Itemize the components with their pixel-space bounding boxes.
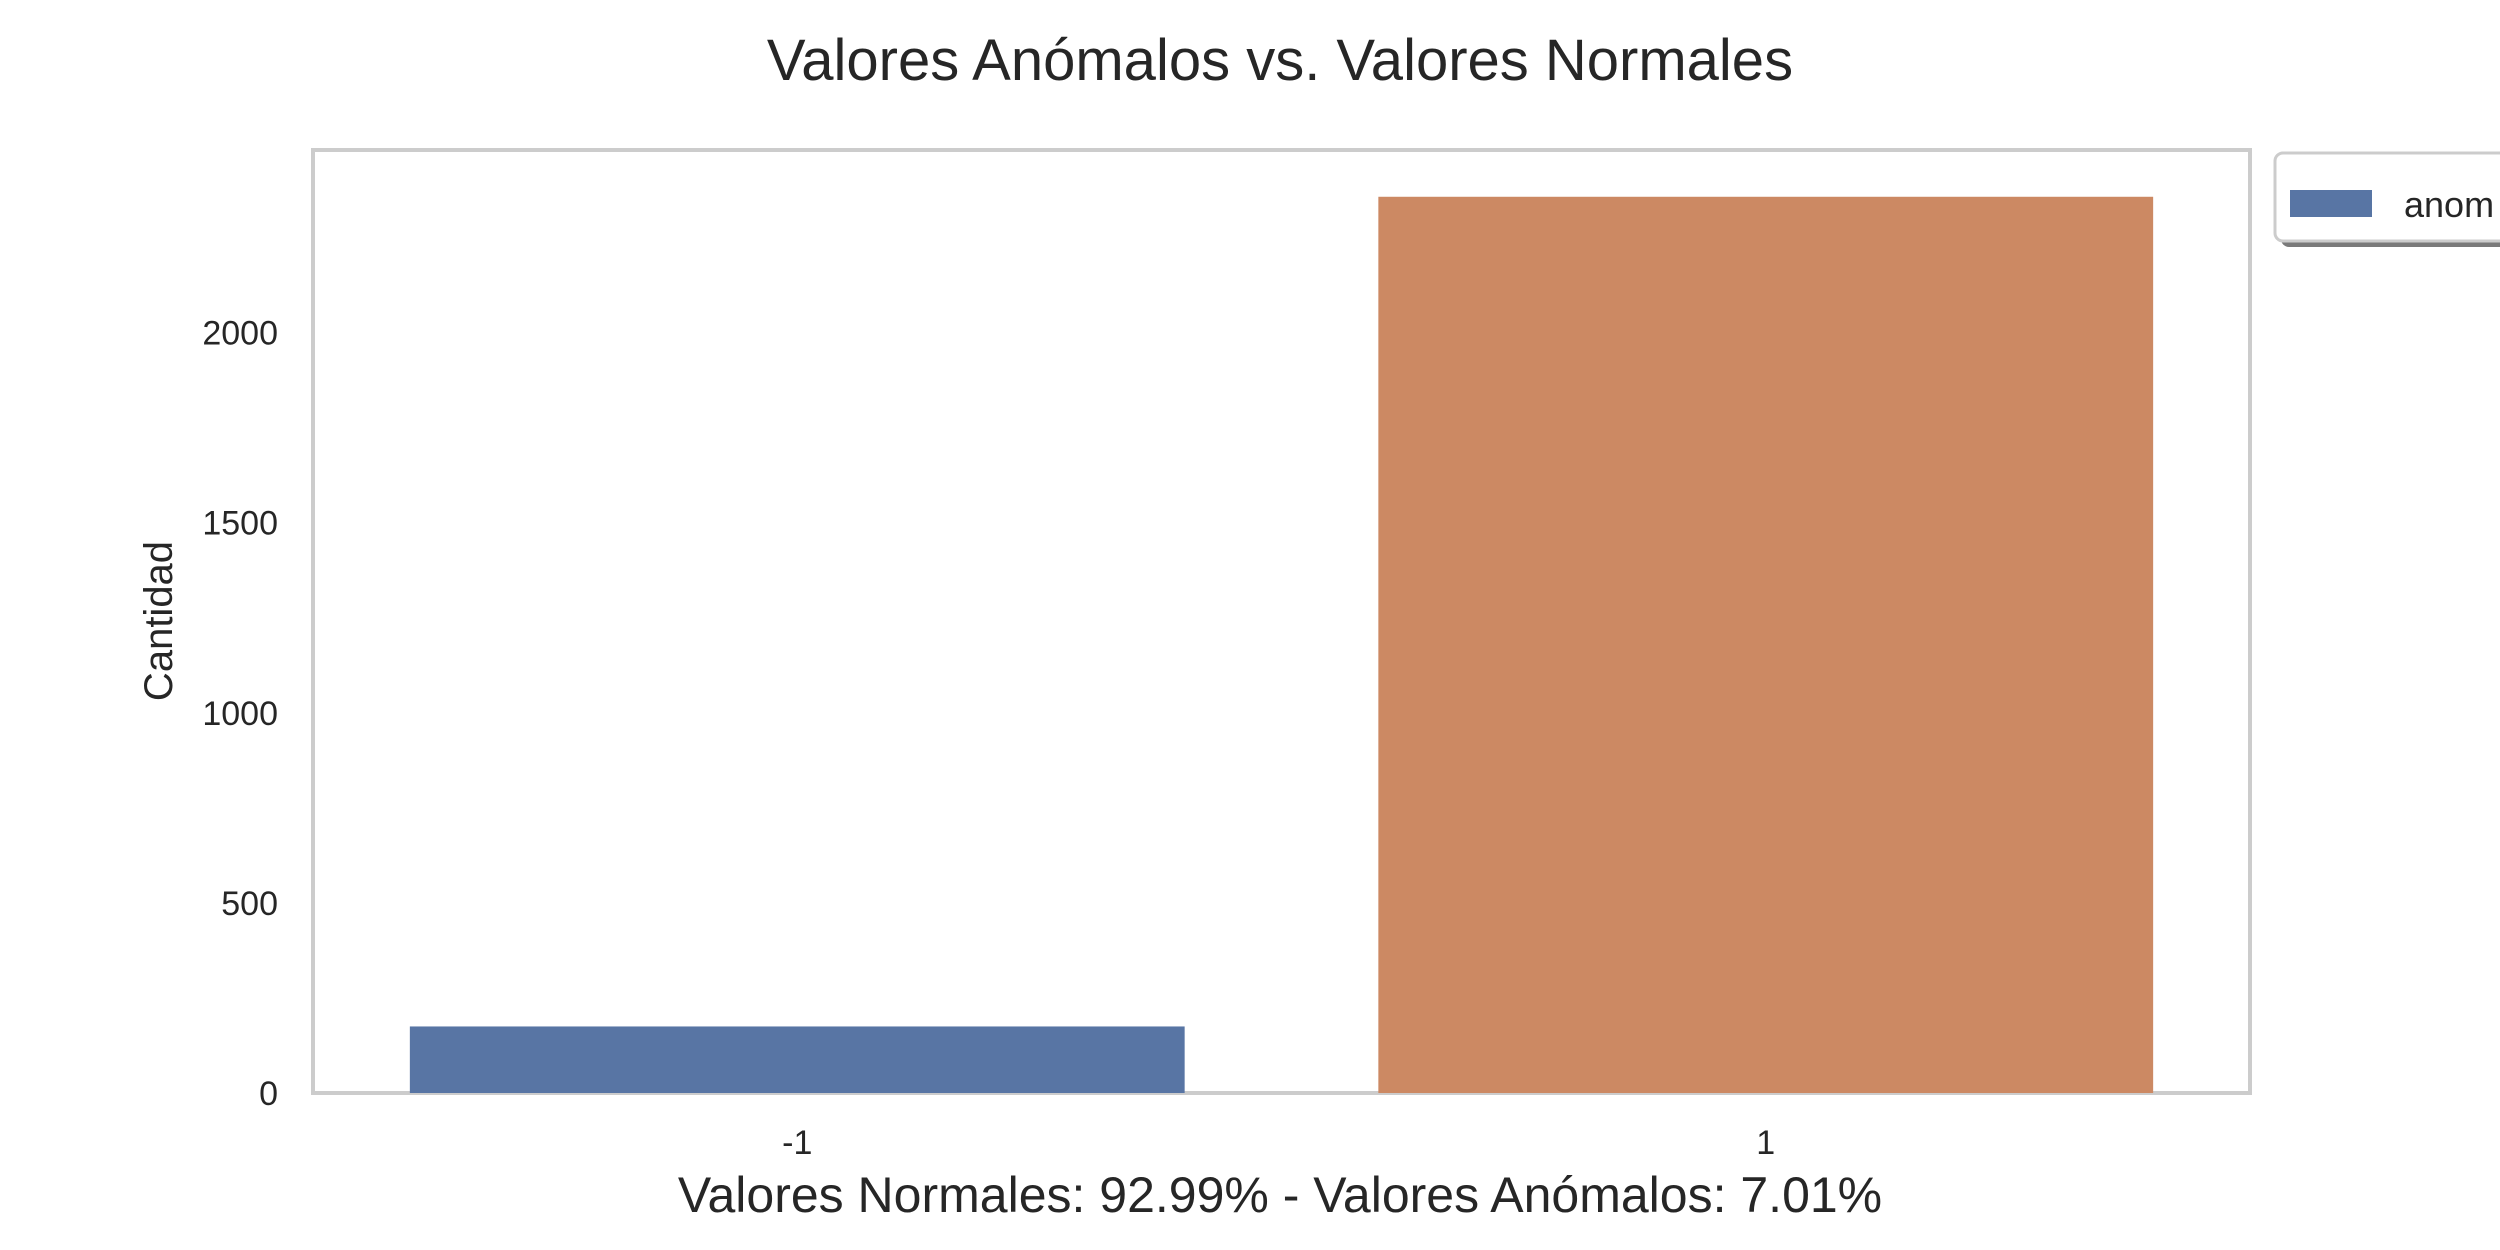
x-tick-label: 1: [1756, 1124, 1775, 1162]
y-tick-label: 1500: [202, 505, 278, 543]
bar: [1378, 196, 2154, 1093]
y-tick-label: 0: [259, 1075, 278, 1113]
y-tick-label: 2000: [202, 315, 278, 353]
legend-label: anom: [2404, 184, 2494, 225]
chart-title: Valores Anómalos vs. Valores Normales: [767, 28, 1793, 93]
x-axis-label: Valores Normales: 92.99% - Valores Anóma…: [678, 1167, 1882, 1223]
y-tick-label: 500: [221, 885, 278, 923]
legend-swatch: [2290, 190, 2372, 217]
y-tick-label: 1000: [202, 695, 278, 733]
x-tick-label: -1: [782, 1124, 812, 1162]
y-axis-label: Cantidad: [137, 541, 181, 701]
bar: [409, 1026, 1185, 1093]
legend-box: [2273, 151, 2500, 243]
legend: anom: [2273, 151, 2500, 247]
